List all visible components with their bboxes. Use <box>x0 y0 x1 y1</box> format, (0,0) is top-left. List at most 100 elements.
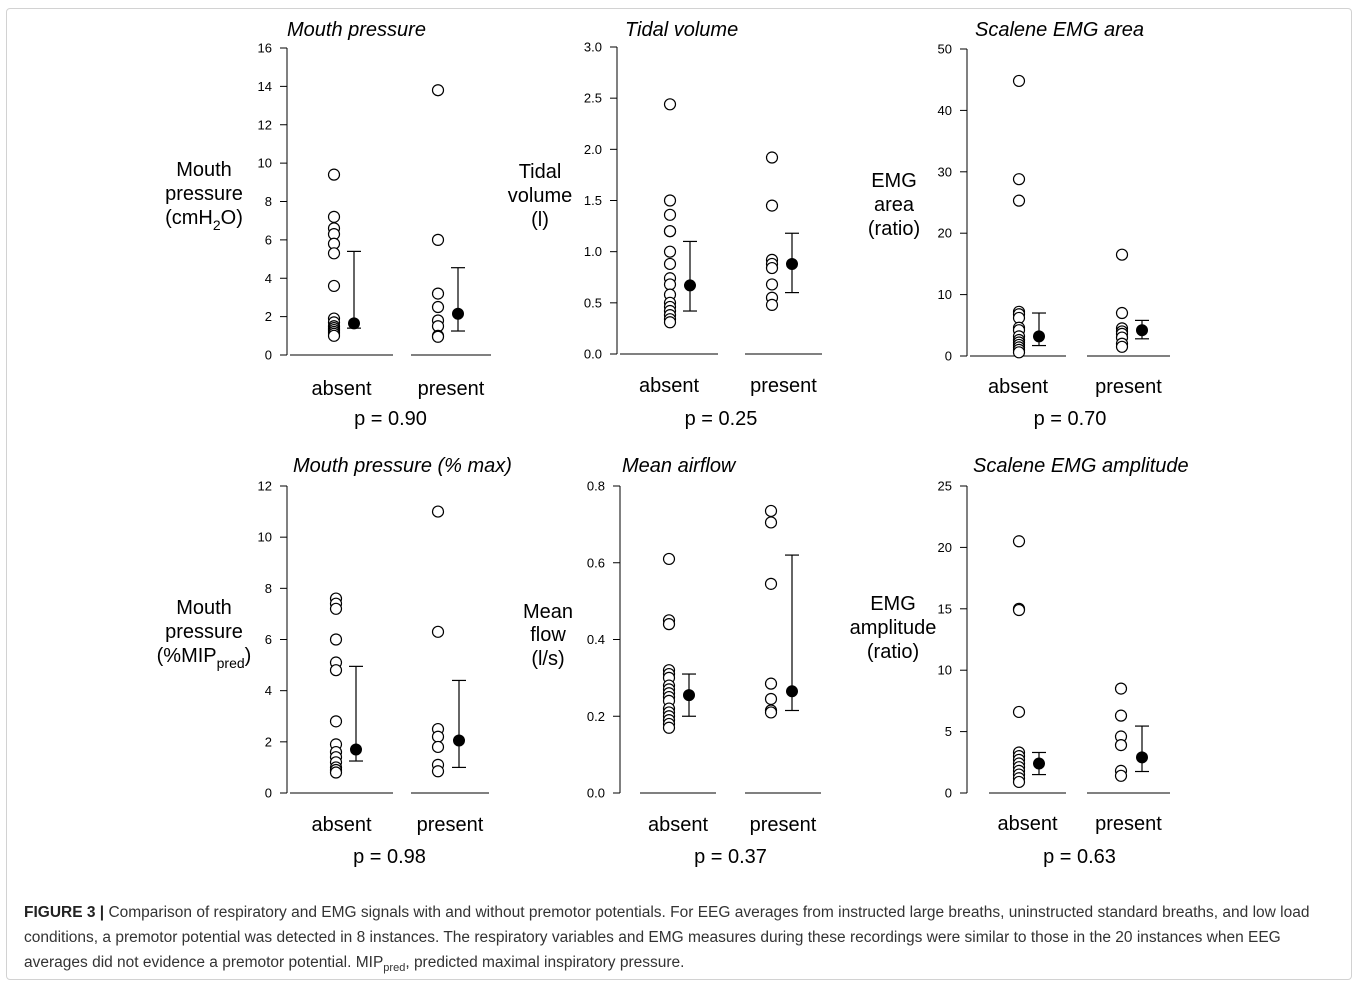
y-tick-label: 20 <box>938 226 952 241</box>
category-label: present <box>1095 376 1162 398</box>
data-point <box>662 721 676 734</box>
y-axis-label-part: ) <box>245 645 252 667</box>
category-label: present <box>417 814 484 836</box>
data-point <box>663 208 677 221</box>
y-tick-label: 0.4 <box>587 632 605 647</box>
y-axis-label: Mouth <box>176 159 232 181</box>
y-axis-label: Mean <box>523 601 573 623</box>
y-axis-label: Mouth <box>176 597 232 619</box>
y-tick-label: 8 <box>265 581 272 596</box>
data-point <box>431 330 445 343</box>
data-point <box>1012 705 1026 719</box>
data-point <box>329 715 343 728</box>
data-point <box>663 194 677 207</box>
data-point <box>1115 340 1129 353</box>
data-point <box>663 278 677 291</box>
panel-6: Scalene EMG amplitude 0 5 10 15 20 25 EMGamplit… <box>850 455 1189 868</box>
data-point <box>765 199 779 212</box>
data-point <box>431 233 445 246</box>
data-point <box>662 618 676 631</box>
figure-panels: Mouth pressure0246810121416Mouthpressure… <box>157 19 1189 868</box>
y-tick-label: 1.5 <box>584 193 602 208</box>
y-axis-label: pressure <box>165 621 243 643</box>
y-axis-label-part: (%MIP <box>157 645 217 667</box>
median-point <box>1136 751 1148 764</box>
y-axis-label: area <box>874 194 915 216</box>
panel-title: Tidal volume <box>625 19 738 41</box>
y-tick-label: 10 <box>938 663 952 678</box>
data-point <box>329 766 343 779</box>
data-point <box>327 279 341 293</box>
y-axis-label: volume <box>508 185 572 207</box>
data-point <box>1012 775 1026 789</box>
y-tick-label: 3.0 <box>584 40 602 55</box>
data-point <box>431 300 445 314</box>
data-point <box>1012 74 1026 88</box>
y-axis-label-subscript: 2 <box>213 217 221 233</box>
y-tick-label: 4 <box>265 683 272 698</box>
y-axis-label: (l/s) <box>531 648 564 670</box>
data-point <box>764 706 778 719</box>
y-axis-label: (ratio) <box>867 641 919 663</box>
y-axis-label: amplitude <box>850 617 937 639</box>
y-tick-label: 30 <box>938 164 952 179</box>
y-tick-label: 12 <box>258 117 272 132</box>
data-point <box>329 602 343 615</box>
p-value: p = 0.63 <box>1043 846 1116 868</box>
y-tick-label: 0.2 <box>587 709 605 724</box>
data-point <box>765 278 779 291</box>
y-tick-label: 16 <box>258 41 272 56</box>
panel-title: Scalene EMG area <box>975 19 1144 41</box>
y-tick-label: 10 <box>258 530 272 545</box>
figure-frame <box>6 8 1352 980</box>
y-tick-label: 0 <box>265 348 272 363</box>
y-tick-label: 6 <box>265 232 272 247</box>
y-tick-label: 8 <box>265 194 272 209</box>
y-tick-label: 40 <box>938 103 952 118</box>
y-tick-label: 0.0 <box>584 347 602 362</box>
data-point <box>765 151 779 164</box>
y-tick-label: 4 <box>265 271 272 286</box>
data-point <box>327 247 341 260</box>
data-point <box>663 257 677 271</box>
data-point <box>1115 248 1129 261</box>
y-tick-label: 10 <box>938 287 952 302</box>
category-label: present <box>750 375 817 397</box>
category-label: present <box>750 814 817 836</box>
median-point <box>453 734 465 747</box>
panel-title: Mouth pressure (% max) <box>293 455 512 477</box>
median-point <box>786 685 798 698</box>
data-point <box>764 577 778 590</box>
data-point <box>1114 682 1128 695</box>
y-axis-label-part: O) <box>221 207 243 229</box>
category-label: present <box>1095 813 1162 835</box>
y-axis-label: EMG <box>871 170 917 192</box>
y-tick-label: 50 <box>938 42 952 57</box>
median-point <box>350 743 362 756</box>
figure-caption: FIGURE 3 | Comparison of respiratory and… <box>24 900 1334 981</box>
y-axis-label: (cmH2O) <box>165 207 243 233</box>
data-point <box>431 625 445 638</box>
y-axis-label: Tidal <box>519 161 562 183</box>
y-axis-label: EMG <box>870 593 916 615</box>
y-axis-label: (l) <box>531 209 549 231</box>
y-tick-label: 10 <box>258 156 272 171</box>
p-value: p = 0.70 <box>1034 408 1107 430</box>
y-tick-label: 0.5 <box>584 295 602 310</box>
median-point <box>684 279 696 292</box>
data-point <box>431 740 445 754</box>
category-label: absent <box>311 378 371 400</box>
y-axis-label: pressure <box>165 183 243 205</box>
data-point <box>1012 346 1026 359</box>
panel-3: Scalene EMG area 0 10 20 30 40 50 EMGarea(ratio… <box>868 19 1170 430</box>
y-tick-label: 2 <box>265 734 272 749</box>
y-tick-label: 5 <box>945 724 952 739</box>
category-label: absent <box>988 376 1048 398</box>
caption-text: Comparison of respiratory and EMG signal… <box>24 904 1310 971</box>
median-point <box>683 689 695 702</box>
caption-subscript: pred <box>383 962 406 975</box>
data-point <box>327 168 341 181</box>
data-point <box>431 84 445 97</box>
category-label: absent <box>997 813 1057 835</box>
y-tick-label: 1.0 <box>584 244 602 259</box>
